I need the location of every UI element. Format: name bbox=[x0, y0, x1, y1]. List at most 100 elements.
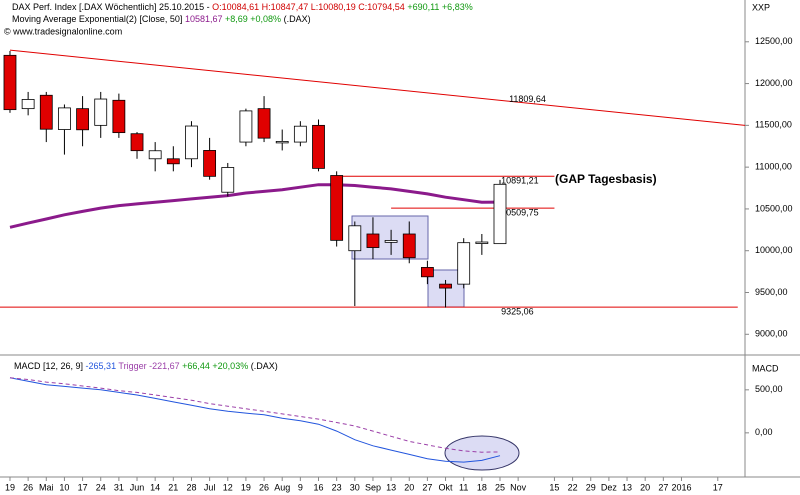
ema-line: Moving Average Exponential(2) [Close, 50… bbox=[12, 14, 311, 24]
y-tick-label: 11500,00 bbox=[755, 120, 792, 130]
consolidation-box bbox=[351, 215, 429, 260]
x-tick-label: 9 bbox=[298, 482, 303, 492]
x-tick-label: 14 bbox=[150, 482, 160, 492]
x-tick-label: 21 bbox=[168, 482, 178, 492]
x-tick-label: 15 bbox=[549, 482, 559, 492]
x-tick-label: 26 bbox=[259, 482, 269, 492]
annotation: (GAP Tagesbasis) bbox=[555, 172, 657, 186]
candle-body bbox=[457, 242, 471, 285]
x-tick-label: 19 bbox=[241, 482, 251, 492]
candle-body bbox=[94, 98, 108, 126]
x-tick-label: 23 bbox=[332, 482, 342, 492]
macd-suffix: (.DAX) bbox=[251, 361, 278, 371]
x-tick-label: 11 bbox=[459, 482, 468, 492]
x-tick-label: Jun bbox=[130, 482, 145, 492]
macd-y-tick-label: 0,00 bbox=[755, 427, 773, 437]
x-tick-label: 13 bbox=[386, 482, 396, 492]
x-tick-label: 29 bbox=[586, 482, 596, 492]
candle-body bbox=[112, 99, 126, 134]
level-label: 9325,06 bbox=[501, 306, 534, 316]
x-tick-label: Nov bbox=[510, 482, 527, 492]
candle-body bbox=[130, 133, 144, 152]
x-tick-label: 22 bbox=[568, 482, 578, 492]
x-tick-label: 19 bbox=[5, 482, 15, 492]
ema-change: +8,69 +0,08% bbox=[225, 14, 281, 24]
header-line: DAX Perf. Index [.DAX Wöchentlich] 25.10… bbox=[12, 2, 473, 12]
copyright: © www.tradesignalonline.com bbox=[4, 26, 122, 36]
candle-body bbox=[203, 150, 217, 177]
x-tick-label: 27 bbox=[422, 482, 432, 492]
macd-change: +66,44 +20,03% bbox=[182, 361, 248, 371]
trigger-label: Trigger -221,67 bbox=[118, 361, 179, 371]
macd-header: MACD [12, 26, 9] -265,31 Trigger -221,67… bbox=[14, 361, 278, 371]
x-tick-label: Dez bbox=[601, 482, 618, 492]
candle-body bbox=[275, 141, 289, 144]
y-tick-label: 11000,00 bbox=[755, 162, 792, 172]
macd-line bbox=[9, 377, 501, 453]
macd-axis-label: MACD bbox=[752, 363, 779, 373]
candle-body bbox=[76, 108, 89, 131]
macd-y-tick-label: 500,00 bbox=[755, 384, 783, 394]
x-tick-label: 10 bbox=[59, 482, 69, 492]
macd-highlight bbox=[444, 435, 520, 471]
x-tick-label: 25 bbox=[495, 482, 505, 492]
x-tick-label: Okt bbox=[439, 482, 454, 492]
candle-body bbox=[420, 267, 434, 278]
x-tick-label: 30 bbox=[350, 482, 360, 492]
x-tick-label: 27 bbox=[658, 482, 668, 492]
y-tick-label: 10000,00 bbox=[755, 245, 793, 255]
trendline-label: 11809,64 bbox=[509, 94, 546, 104]
ema-line bbox=[9, 183, 501, 229]
x-tick-label: 2016 bbox=[671, 482, 691, 492]
corner-label: XXP bbox=[752, 2, 770, 12]
candle-body bbox=[3, 54, 17, 111]
ema-suffix: (.DAX) bbox=[284, 14, 311, 24]
header-change: +690,11 +6,83% bbox=[407, 2, 472, 12]
candle-body bbox=[257, 108, 271, 139]
candle-body bbox=[348, 225, 362, 252]
candle-body bbox=[58, 107, 71, 130]
x-tick-label: 18 bbox=[477, 482, 487, 492]
candle-body bbox=[475, 241, 489, 244]
y-tick-label: 12500,00 bbox=[755, 36, 793, 46]
x-tick-label: Jul bbox=[204, 482, 216, 492]
candle-body bbox=[293, 125, 307, 143]
candle-body bbox=[148, 150, 162, 160]
ema-value: 10581,67 bbox=[185, 14, 223, 24]
y-tick-label: 9000,00 bbox=[755, 329, 788, 339]
candle-body bbox=[330, 175, 344, 241]
x-tick-label: 16 bbox=[314, 482, 324, 492]
candle-body bbox=[166, 158, 180, 165]
trendline bbox=[9, 49, 746, 126]
candle-body bbox=[366, 233, 380, 248]
x-tick-label: 28 bbox=[186, 482, 196, 492]
candle-body bbox=[439, 283, 452, 289]
candle-body bbox=[384, 240, 398, 243]
x-tick-label: 31 bbox=[114, 482, 124, 492]
x-tick-label: 17 bbox=[78, 482, 88, 492]
x-tick-label: 24 bbox=[96, 482, 106, 492]
x-tick-label: 26 bbox=[23, 482, 33, 492]
macd-title: MACD [12, 26, 9] bbox=[14, 361, 83, 371]
candle-body bbox=[21, 99, 35, 110]
x-tick-label: 17 bbox=[713, 482, 723, 492]
candle-body bbox=[39, 94, 53, 130]
x-tick-label: Sep bbox=[365, 482, 381, 492]
candle-body bbox=[312, 124, 325, 169]
candle-body bbox=[185, 125, 198, 160]
header-ohlc: O:10084,61 H:10847,47 L:10080,19 C:10794… bbox=[212, 2, 405, 12]
candle-body bbox=[402, 233, 416, 259]
x-tick-label: Aug bbox=[274, 482, 290, 492]
x-tick-label: 20 bbox=[640, 482, 650, 492]
level-label: 10509,75 bbox=[501, 207, 539, 217]
y-tick-label: 9500,00 bbox=[755, 287, 788, 297]
ema-title: Moving Average Exponential(2) [Close, 50… bbox=[12, 14, 182, 24]
candle-body bbox=[493, 183, 507, 245]
candle-body bbox=[239, 110, 253, 143]
macd-value: -265,31 bbox=[86, 361, 117, 371]
macd-line bbox=[9, 377, 501, 463]
y-tick-label: 10500,00 bbox=[755, 203, 793, 213]
y-tick-label: 12000,00 bbox=[755, 78, 793, 88]
x-tick-label: 20 bbox=[404, 482, 414, 492]
